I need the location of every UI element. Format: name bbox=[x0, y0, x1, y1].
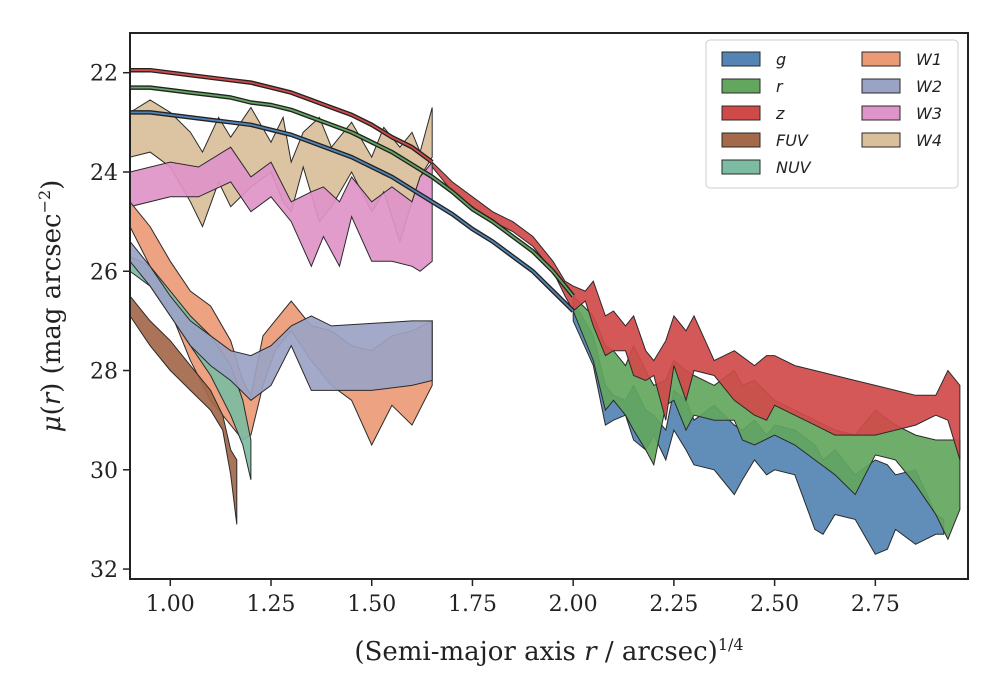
x-tick-label: 1.00 bbox=[146, 592, 195, 617]
legend: grz FUV NUV W1 W2 W3 W4 bbox=[705, 39, 959, 189]
legend-label-nuv: NUV bbox=[776, 158, 812, 177]
legend-swatch-w4 bbox=[861, 132, 901, 148]
y-axis: 22 24 26 28 30 32 bbox=[90, 62, 130, 583]
legend-label-w4: W4 bbox=[916, 131, 942, 150]
y-tick-label: 32 bbox=[90, 558, 118, 583]
legend-swatch-w1 bbox=[861, 51, 901, 67]
legend-label-z: z bbox=[775, 104, 785, 123]
plot-area bbox=[130, 67, 961, 555]
x-tick-label: 2.25 bbox=[649, 592, 698, 617]
x-tick-label: 2.00 bbox=[549, 592, 598, 617]
x-tick-label: 1.25 bbox=[247, 592, 296, 617]
axes-frame bbox=[129, 32, 969, 580]
band-w3 bbox=[130, 146, 433, 272]
band-w2 bbox=[130, 240, 433, 401]
x-tick-label: 1.50 bbox=[347, 592, 396, 617]
legend-swatch-r bbox=[721, 78, 761, 94]
x-axis-label: (Semi-major axis r / arcsec)1/4 bbox=[354, 635, 743, 667]
legend-label-fuv: FUV bbox=[776, 131, 809, 150]
band-z bbox=[431, 160, 961, 461]
legend-swatch-w3 bbox=[861, 105, 901, 121]
y-tick-label: 24 bbox=[90, 161, 118, 186]
legend-swatch-nuv bbox=[721, 159, 761, 175]
profile-line-r bbox=[130, 86, 574, 297]
y-tick-label: 26 bbox=[90, 260, 118, 285]
x-tick-label: 1.75 bbox=[448, 592, 497, 617]
legend-swatch-g bbox=[721, 51, 761, 67]
legend-box bbox=[705, 39, 959, 189]
legend-label-g: g bbox=[776, 50, 786, 69]
legend-label-r: r bbox=[776, 77, 784, 96]
x-tick-label: 2.75 bbox=[851, 592, 900, 617]
legend-swatch-z bbox=[721, 105, 761, 121]
profile-line-z bbox=[130, 69, 433, 163]
band-fuv bbox=[130, 295, 238, 525]
legend-label-w3: W3 bbox=[916, 104, 942, 123]
x-axis: 1.00 1.25 1.50 1.75 2.00 2.25 2.50 2.75 bbox=[146, 579, 900, 617]
y-tick-label: 28 bbox=[90, 360, 118, 385]
profile-line-g bbox=[130, 111, 574, 312]
legend-label-w2: W2 bbox=[916, 77, 942, 96]
y-tick-label: 22 bbox=[90, 62, 118, 87]
legend-swatch-fuv bbox=[721, 132, 761, 148]
y-tick-label: 30 bbox=[90, 459, 118, 484]
legend-swatch-w2 bbox=[861, 78, 901, 94]
y-axis-label: μ(r) (mag arcsec−2) bbox=[35, 180, 67, 433]
legend-label-w1: W1 bbox=[916, 50, 942, 69]
x-tick-label: 2.50 bbox=[750, 592, 799, 617]
